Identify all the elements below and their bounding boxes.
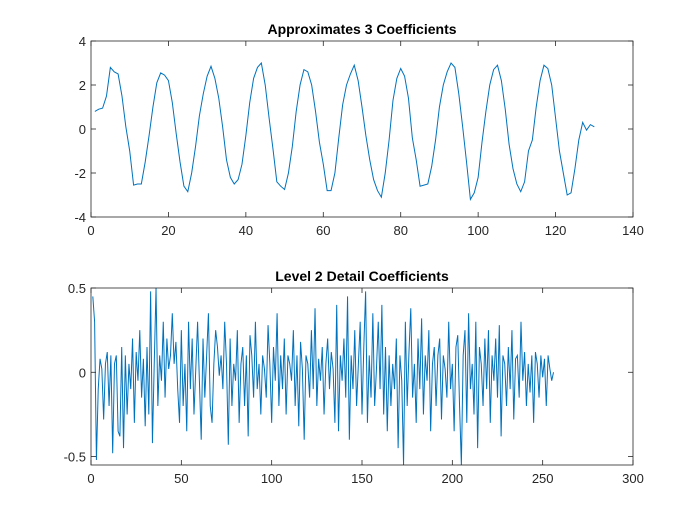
data-line: [92, 288, 554, 465]
x-tick-label: 100: [467, 223, 489, 238]
x-tick-label: 0: [87, 471, 94, 486]
y-tick-label: 4: [79, 34, 86, 49]
data-line: [94, 61, 595, 201]
x-tick-label: 200: [441, 471, 463, 486]
x-tick-label: 60: [316, 223, 330, 238]
x-tick-label: 150: [351, 471, 373, 486]
y-tick-label: 0: [79, 122, 86, 137]
plot-group: [94, 61, 595, 201]
chart-title: Approximates 3 Coefficients: [267, 21, 456, 37]
y-tick-label: -2: [74, 166, 86, 181]
x-tick-label: 0: [87, 223, 94, 238]
plot-area: [91, 41, 633, 217]
y-tick-label: -0.5: [64, 450, 86, 465]
x-tick-label: 250: [532, 471, 554, 486]
y-tick-label: -4: [74, 210, 86, 225]
plot-group: [92, 288, 554, 465]
x-tick-label: 20: [161, 223, 175, 238]
x-tick-label: 300: [622, 471, 644, 486]
x-tick-label: 40: [239, 223, 253, 238]
x-tick-label: 120: [545, 223, 567, 238]
x-tick-label: 140: [622, 223, 644, 238]
y-tick-label: 2: [79, 78, 86, 93]
x-tick-label: 50: [174, 471, 188, 486]
y-tick-label: 0.5: [68, 281, 86, 296]
y-tick-label: 0: [79, 365, 86, 380]
x-tick-label: 80: [393, 223, 407, 238]
chart-title: Level 2 Detail Coefficients: [275, 268, 449, 284]
x-tick-label: 100: [261, 471, 283, 486]
